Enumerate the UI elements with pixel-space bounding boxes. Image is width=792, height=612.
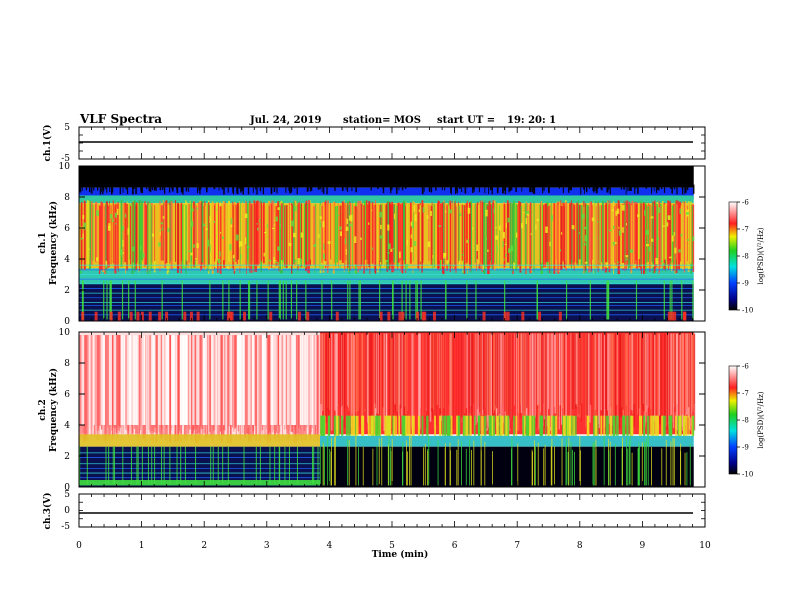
ch1-colorbar-tick: -7 [742, 226, 749, 234]
axis-minor-ticks [78, 126, 706, 528]
ch3-voltage-panel: 5 0 -5 ch.3(V) 0 1 2 3 4 5 6 7 8 9 10 Time (min) [42, 490, 711, 560]
time-axis-tick-label: 8 [577, 541, 583, 551]
ch1-spectrogram-ylabel-1: ch.1 [38, 232, 48, 253]
ch2-colorbar-tick: -7 [742, 390, 749, 398]
ch2-spectrogram-ytick-label: 2 [64, 452, 70, 462]
time-axis-tick-label: 1 [139, 541, 145, 551]
ch1-colorbar-label: log(PSD)(V²/Hz) [757, 227, 765, 284]
date-label: Jul. 24, 2019 [249, 115, 322, 126]
ch1-spectrogram-plot [79, 166, 705, 321]
ch1-colorbar [728, 201, 738, 311]
ch1-spectrogram-ytick-label: 10 [59, 162, 71, 172]
ch1-voltage-ylabel: ch.1(V) [42, 125, 53, 162]
time-axis-tick-label: 6 [452, 541, 458, 551]
ch1-voltage-tick-top: 5 [64, 123, 70, 133]
station-label: station= MOS [343, 115, 421, 126]
start-ut-label: start UT = [437, 115, 495, 126]
time-axis-tick-label: 3 [264, 541, 270, 551]
start-ut-value: 19: 20: 1 [507, 115, 556, 126]
ch2-colorbar-label: log(PSD)(V²/Hz) [757, 391, 765, 448]
time-axis-tick-label: 9 [640, 541, 646, 551]
time-axis-label: Time (min) [372, 549, 429, 560]
ch1-colorbar-tick: -8 [742, 253, 749, 261]
figure-title: VLF Spectra [79, 112, 162, 126]
ch1-voltage-tick-bottom: -5 [61, 154, 70, 164]
time-axis-tick-label: 7 [514, 541, 520, 551]
ch2-colorbar [728, 365, 738, 475]
time-axis-tick-label: 4 [327, 541, 333, 551]
ch3-voltage-tick-mid: 0 [64, 506, 70, 516]
ch2-spectrogram-ytick-label: 6 [64, 390, 70, 400]
ch2-spectrogram-ylabel-1: ch.2 [38, 399, 48, 420]
time-axis-tick-label: 5 [389, 541, 395, 551]
ch2-spectrogram-ytick-label: 8 [64, 359, 70, 369]
ch1-spectrogram-ytick-label: 2 [64, 286, 70, 296]
ch1-spectrogram-ylabel-2: Frequency (kHz) [48, 201, 59, 285]
time-axis-tick-label: 10 [699, 541, 711, 551]
ch1-spectrogram-panel: 0 2 4 6 8 10 ch.1 Frequency (kHz) -6 -7 -8 -9 -10… [38, 162, 765, 327]
ch2-colorbar-tick: -8 [742, 417, 749, 425]
ch1-spectrogram-ytick-label: 8 [64, 193, 70, 203]
ch3-voltage-tick-top: 5 [64, 490, 70, 500]
ch3-voltage-tick-bottom: -5 [61, 522, 70, 532]
ch2-spectrogram-panel: 0 2 4 6 8 10 ch.2 Frequency (kHz) -6 -7 -8 -9 -10… [38, 328, 765, 493]
ch1-colorbar-tick: -10 [742, 307, 753, 315]
ch1-spectrogram-ytick-label: 4 [64, 255, 70, 265]
time-axis-tick-label: 2 [201, 541, 207, 551]
ch3-voltage-ylabel: ch.3(V) [42, 493, 53, 530]
ch1-colorbar-tick: -9 [742, 280, 749, 288]
ch2-spectrogram-ytick-label: 10 [59, 328, 71, 338]
ch1-spectrogram-ytick-label: 0 [64, 317, 70, 327]
ch1-colorbar-tick: -6 [742, 199, 749, 207]
ch2-spectrogram-ylabel-2: Frequency (kHz) [48, 368, 59, 452]
ch2-colorbar-tick: -10 [742, 471, 753, 479]
ch2-colorbar-tick: -9 [742, 444, 749, 452]
ch2-spectrogram-plot [79, 332, 705, 487]
ch1-spectrogram-ytick-label: 6 [64, 224, 70, 234]
ch2-colorbar-tick: -6 [742, 363, 749, 371]
ch2-spectrogram-ytick-label: 0 [64, 483, 70, 493]
ch1-high-band [79, 166, 694, 188]
time-axis-tick-label: 0 [76, 541, 82, 551]
ch2-spectrogram-ytick-label: 4 [64, 421, 70, 431]
